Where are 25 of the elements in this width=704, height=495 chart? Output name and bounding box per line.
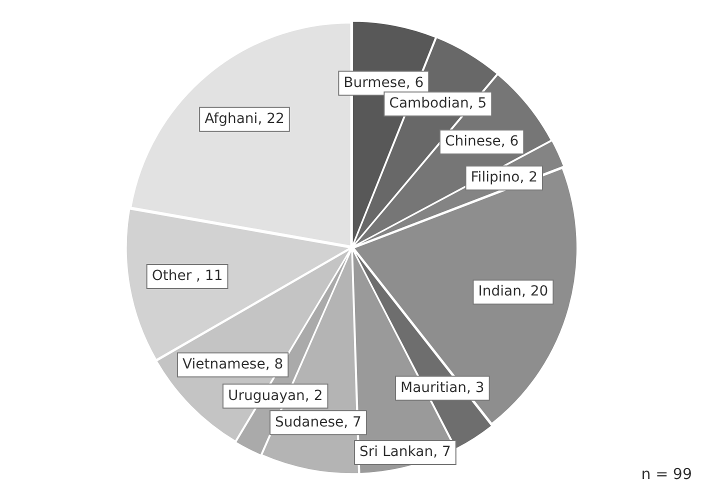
data-label: , 22 [258,111,284,128]
data-label: , 11 [196,268,223,284]
data-label: , 7 [344,414,362,430]
data-label: , 8 [265,356,284,372]
data-label: , 6 [500,134,519,150]
data-label: , 2 [520,170,538,186]
slice-label: Vietnamese [182,356,266,372]
slice-label: Indian [478,284,522,300]
slice-label: Mauritian [400,380,467,396]
data-label: , 2 [304,388,323,404]
slice-label: Other [152,268,196,284]
slice-label: Sri Lankan [360,444,434,460]
data-label: , 7 [433,444,451,460]
slice-label: Burmese [344,74,406,91]
text: n = 99 [641,465,692,483]
data-label: , 5 [468,96,487,112]
data-label: , 20 [521,284,548,300]
slice-label: Filipino [470,170,520,186]
slice-label: Afghani [204,111,258,128]
slice-label: Sudanese [275,414,344,430]
data-label: , 3 [466,380,484,396]
slice-label: Cambodian [389,96,469,112]
slice-label: Chinese [444,134,501,150]
slice-label: Uruguayan [228,388,305,404]
data-label: , 6 [406,74,424,91]
